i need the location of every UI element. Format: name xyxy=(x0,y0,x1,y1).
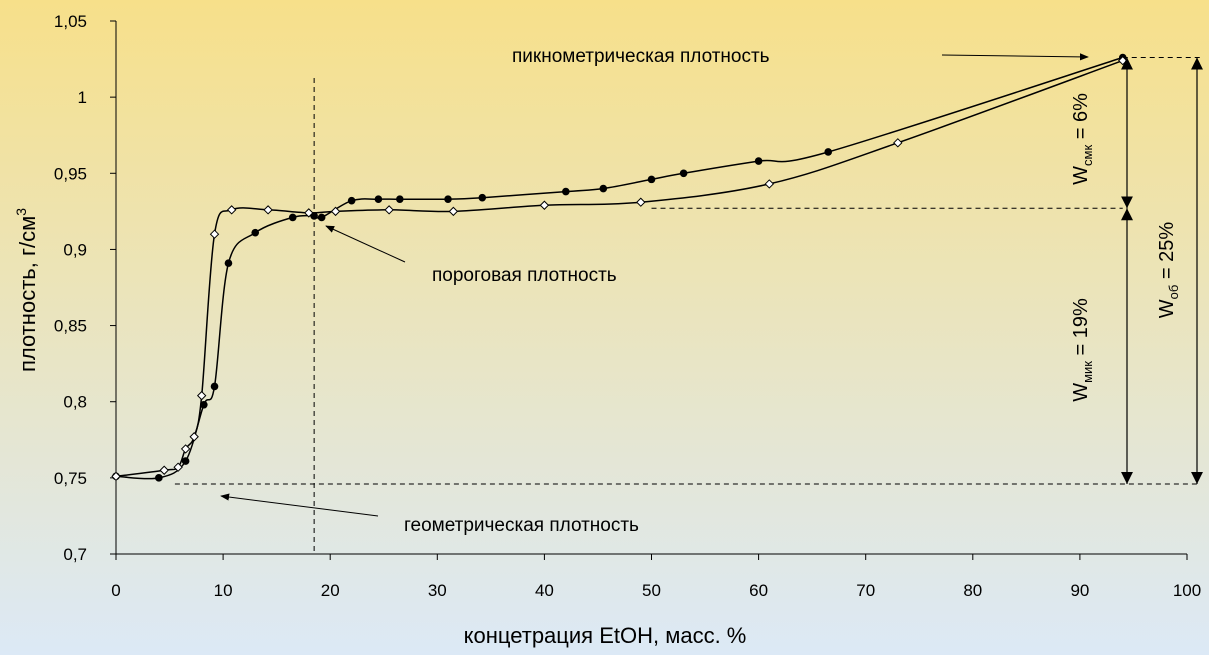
series-1-point xyxy=(200,400,208,409)
w-smk-label: Wсмк = 6% xyxy=(1070,93,1095,185)
series-2-point xyxy=(764,179,775,189)
x-tick-label: 30 xyxy=(428,581,447,600)
y-axis-title-sup: 3 xyxy=(13,208,29,216)
x-tick-label: 70 xyxy=(856,581,875,600)
series-1-point xyxy=(599,184,608,193)
series-1 xyxy=(112,53,1127,482)
series-2-point xyxy=(111,471,121,482)
y-tick-label: 0,95 xyxy=(54,164,87,183)
series-1-point xyxy=(824,148,833,156)
series-2-point xyxy=(893,138,903,148)
pycnometric-arrow xyxy=(941,53,1089,61)
x-tick-label: 20 xyxy=(321,581,340,600)
y-tick-label: 0,8 xyxy=(63,393,87,412)
w-ob-label: Wоб = 25% xyxy=(1156,222,1181,319)
svg-text:Wсмк = 6%: Wсмк = 6% xyxy=(1070,93,1095,185)
series-1-point xyxy=(444,195,452,203)
series-2-point xyxy=(384,205,394,215)
x-tick-label: 100 xyxy=(1173,581,1201,600)
svg-text:Wоб = 25%: Wоб = 25% xyxy=(1156,222,1181,319)
axes: 0 10 20 30 40 50 60 70 80 90 100 0,7 0,75 0,8 0,85 0,9 0… xyxy=(54,12,1201,600)
x-tick-label: 60 xyxy=(749,581,768,600)
threshold-arrow xyxy=(325,225,406,263)
x-tick-label: 90 xyxy=(1070,581,1089,600)
x-tick-label: 50 xyxy=(642,581,661,600)
w-mik-label: Wмик = 19% xyxy=(1070,298,1095,402)
series-1-point xyxy=(647,175,656,184)
series-1-point xyxy=(374,195,383,203)
series-1-point xyxy=(155,474,163,482)
series-1-point xyxy=(317,213,326,222)
series-2-point xyxy=(196,390,207,401)
x-tick-label: 80 xyxy=(963,581,982,600)
x-axis-title: концетрация EtOH, масс. % xyxy=(464,623,747,648)
series-1-point xyxy=(288,213,297,222)
y-axis-title-main: плотность, г/см xyxy=(15,216,40,372)
y-tick-label: 0,7 xyxy=(63,545,87,564)
series-1-point xyxy=(210,382,219,391)
series-2-point xyxy=(263,205,273,215)
y-axis-title: плотность, г/см3 xyxy=(13,208,40,372)
series-1-point xyxy=(224,259,233,267)
series-1-point xyxy=(181,457,190,465)
series-2-point xyxy=(189,432,199,442)
annotation-geometric: геометрическая плотность xyxy=(404,515,639,536)
series-2-point xyxy=(448,206,459,217)
svg-text:Wмик = 19%: Wмик = 19% xyxy=(1070,298,1095,402)
y-tick-label: 0,85 xyxy=(54,317,87,336)
reference-lines xyxy=(174,57,1200,554)
y-tick-label: 0,9 xyxy=(63,240,87,259)
series-1-point xyxy=(396,195,404,203)
x-tick-label: 0 xyxy=(111,581,120,600)
y-tick-label: 1,05 xyxy=(54,12,87,31)
series-1-point xyxy=(251,228,260,237)
series-2-point xyxy=(209,229,220,239)
annotations xyxy=(220,53,1203,517)
geometric-arrow xyxy=(220,493,379,517)
x-tick-label: 40 xyxy=(535,581,554,600)
svg-text:плотность, г/см3: плотность, г/см3 xyxy=(13,208,40,372)
series-2-point xyxy=(304,208,314,218)
series-2-point xyxy=(226,205,237,215)
series-2-point xyxy=(173,462,183,472)
series-1-point xyxy=(679,169,688,178)
series-1-point xyxy=(478,193,487,202)
annotation-pycnometric: пикнометрическая плотность xyxy=(512,46,770,67)
series-2-point xyxy=(180,444,191,454)
series-1-point xyxy=(754,157,763,165)
y-tick-label: 1 xyxy=(78,88,87,107)
series-2-point xyxy=(159,465,169,475)
series-2-point xyxy=(330,206,341,217)
series-1-point xyxy=(347,196,356,205)
x-tick-label: 10 xyxy=(214,581,233,600)
series-2-point xyxy=(636,197,646,207)
y-tick-label: 0,75 xyxy=(54,469,87,488)
series-1-point xyxy=(562,187,570,196)
series-2-point xyxy=(539,200,550,210)
annotation-threshold: пороговая плотность xyxy=(432,265,617,286)
